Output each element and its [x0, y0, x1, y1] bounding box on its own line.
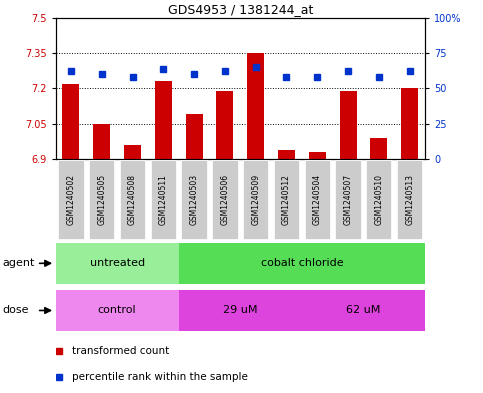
Bar: [309, 152, 326, 159]
Bar: [56, 242, 179, 284]
Bar: [93, 124, 110, 159]
Text: transformed count: transformed count: [72, 346, 170, 356]
Bar: [335, 160, 361, 239]
Text: GSM1240509: GSM1240509: [251, 174, 260, 225]
Text: GSM1240503: GSM1240503: [190, 174, 199, 225]
Bar: [216, 91, 233, 159]
Text: GSM1240506: GSM1240506: [220, 174, 229, 225]
Bar: [62, 84, 79, 159]
Text: agent: agent: [2, 258, 35, 268]
Text: GSM1240508: GSM1240508: [128, 174, 137, 225]
Bar: [182, 160, 207, 239]
Text: GSM1240512: GSM1240512: [282, 174, 291, 225]
Bar: [124, 145, 141, 159]
Bar: [305, 160, 330, 239]
Bar: [274, 160, 299, 239]
Text: GSM1240510: GSM1240510: [374, 174, 384, 225]
Title: GDS4953 / 1381244_at: GDS4953 / 1381244_at: [168, 4, 313, 17]
Text: 29 uM: 29 uM: [223, 305, 257, 316]
Bar: [89, 160, 114, 239]
Bar: [302, 290, 425, 331]
Bar: [155, 81, 172, 159]
Bar: [247, 53, 264, 159]
Bar: [120, 160, 145, 239]
Text: GSM1240513: GSM1240513: [405, 174, 414, 225]
Text: GSM1240507: GSM1240507: [343, 174, 353, 225]
Bar: [56, 290, 179, 331]
Bar: [185, 114, 202, 159]
Text: percentile rank within the sample: percentile rank within the sample: [72, 373, 248, 382]
Bar: [401, 88, 418, 159]
Text: GSM1240505: GSM1240505: [97, 174, 106, 225]
Text: untreated: untreated: [89, 258, 145, 268]
Text: GSM1240504: GSM1240504: [313, 174, 322, 225]
Text: cobalt chloride: cobalt chloride: [260, 258, 343, 268]
Bar: [212, 160, 238, 239]
Bar: [340, 91, 356, 159]
Bar: [179, 290, 302, 331]
Text: control: control: [98, 305, 136, 316]
Bar: [151, 160, 176, 239]
Bar: [179, 242, 425, 284]
Text: dose: dose: [2, 305, 29, 316]
Bar: [278, 150, 295, 159]
Bar: [397, 160, 422, 239]
Bar: [58, 160, 84, 239]
Text: 62 uM: 62 uM: [346, 305, 381, 316]
Bar: [366, 160, 392, 239]
Bar: [370, 138, 387, 159]
Bar: [243, 160, 269, 239]
Text: GSM1240511: GSM1240511: [159, 174, 168, 225]
Text: GSM1240502: GSM1240502: [67, 174, 75, 225]
